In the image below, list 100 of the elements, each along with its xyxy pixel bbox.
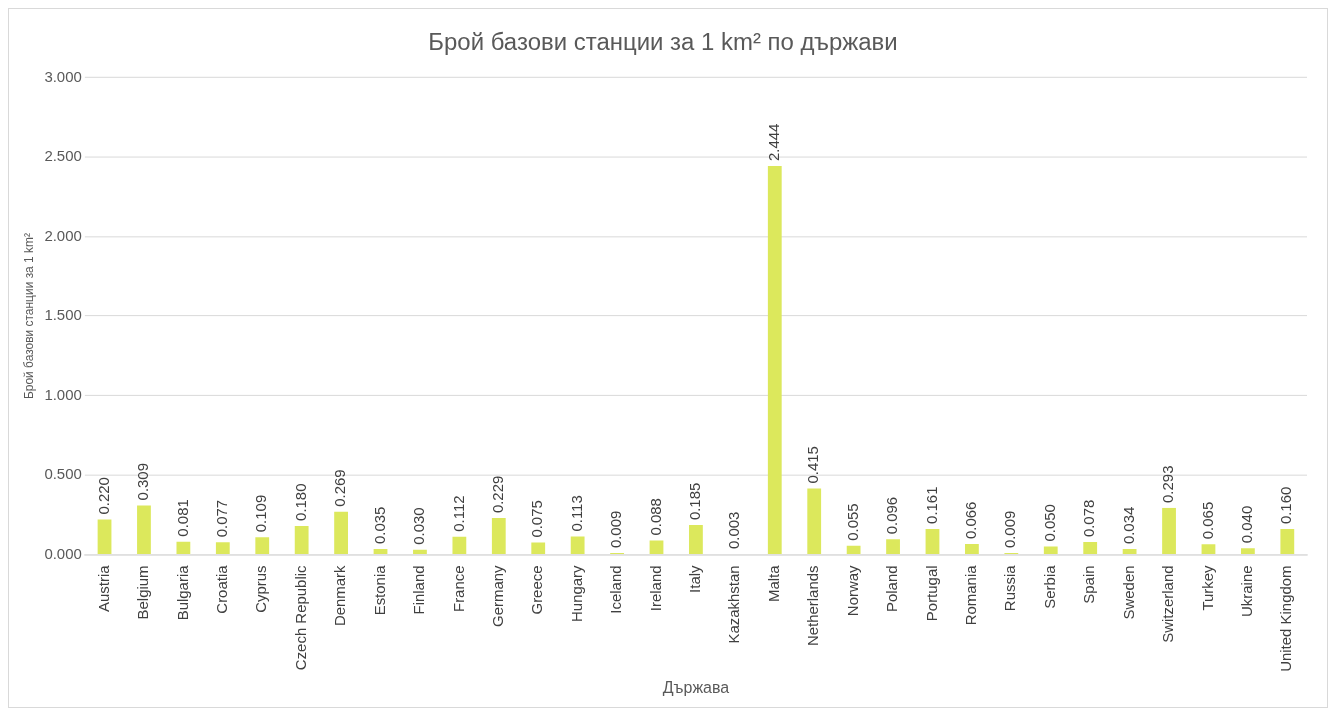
bar — [334, 511, 348, 555]
bar — [97, 519, 112, 555]
data-label: 0.055 — [843, 503, 861, 541]
x-tick-label: Kazakhstan — [725, 565, 743, 644]
y-tick-label: 1.500 — [44, 306, 82, 324]
data-label: 0.180 — [291, 483, 309, 521]
x-tick-label: Italy — [686, 564, 704, 593]
x-tick-label: Iceland — [607, 565, 625, 614]
x-tick-label: Belgium — [134, 565, 152, 620]
data-label: 0.035 — [370, 506, 388, 544]
data-label: 0.220 — [94, 477, 112, 515]
bar — [1240, 548, 1255, 555]
x-tick-label: Serbia — [1040, 564, 1058, 609]
x-tick-label: Ireland — [646, 565, 664, 612]
data-label: 0.161 — [922, 486, 940, 524]
bar — [255, 537, 270, 555]
x-tick-label: Portugal — [922, 565, 940, 622]
data-label: 0.077 — [212, 499, 230, 538]
bar — [294, 525, 309, 555]
data-label: 0.160 — [1277, 486, 1295, 525]
x-tick-label: Austria — [94, 564, 112, 612]
bar — [491, 518, 506, 555]
data-label: 0.112 — [449, 495, 467, 532]
x-tick-label: Romania — [962, 564, 980, 626]
bar — [1162, 507, 1176, 555]
x-tick-label: France — [449, 565, 467, 612]
x-tick-label: Norway — [843, 564, 861, 617]
x-tick-label: Hungary — [567, 564, 585, 622]
bar — [215, 542, 230, 555]
x-tick-label: Spain — [1080, 565, 1098, 604]
x-tick-label: Netherlands — [804, 565, 822, 647]
y-tick-label: 3.000 — [44, 67, 82, 85]
bar — [1201, 544, 1216, 555]
data-label: 0.003 — [725, 511, 743, 550]
bar — [1280, 529, 1295, 555]
x-tick-label: Greece — [528, 565, 546, 615]
data-label: 0.088 — [646, 498, 664, 536]
bar — [767, 165, 782, 555]
bar — [846, 545, 861, 555]
data-label: 0.009 — [1001, 510, 1019, 549]
x-tick-label: Malta — [764, 564, 782, 603]
data-label: 0.040 — [1238, 505, 1256, 544]
data-label: 0.078 — [1080, 499, 1098, 538]
data-label: 0.269 — [331, 469, 349, 507]
bar — [1122, 549, 1137, 555]
bar — [570, 536, 585, 555]
y-tick-label: 1.000 — [44, 385, 82, 403]
bar — [925, 528, 940, 555]
x-tick-label: Finland — [410, 565, 428, 615]
x-tick-label: United Kingdom — [1277, 565, 1295, 672]
data-label: 0.415 — [804, 446, 822, 484]
data-label: 0.109 — [252, 494, 270, 533]
data-label: 0.066 — [962, 501, 980, 540]
data-label: 0.113 — [567, 495, 585, 532]
bar — [965, 544, 979, 555]
y-tick-label: 2.500 — [44, 147, 82, 165]
data-label: 2.444 — [764, 123, 782, 161]
x-tick-label: Denmark — [331, 564, 349, 627]
bar — [689, 525, 703, 555]
data-label: 0.050 — [1040, 504, 1058, 542]
x-tick-label: Sweden — [1119, 565, 1137, 620]
bar — [1043, 546, 1058, 555]
data-label: 0.096 — [883, 496, 901, 535]
x-tick-label: Switzerland — [1159, 565, 1177, 643]
bar — [452, 536, 467, 555]
x-axis-title: Държава — [662, 678, 730, 696]
bar — [137, 505, 151, 555]
bar — [531, 542, 546, 555]
bar — [886, 539, 900, 555]
bar — [176, 541, 191, 555]
data-label: 0.309 — [134, 463, 152, 501]
bar — [807, 488, 822, 555]
bar — [1083, 542, 1098, 555]
data-label: 0.030 — [410, 507, 428, 545]
x-tick-label: Croatia — [212, 564, 230, 614]
x-tick-label: Estonia — [370, 564, 388, 616]
x-tick-label: Ukraine — [1238, 565, 1256, 617]
y-tick-label: 2.000 — [44, 226, 82, 244]
data-label: 0.293 — [1159, 465, 1177, 503]
data-label: 0.065 — [1198, 501, 1216, 540]
data-label: 0.081 — [173, 499, 191, 537]
y-tick-label: 0.000 — [44, 544, 82, 562]
bar — [413, 549, 427, 555]
data-label: 0.009 — [607, 510, 625, 549]
x-tick-label: Poland — [883, 565, 901, 613]
data-label: 0.185 — [686, 482, 704, 521]
y-tick-label: 0.500 — [44, 465, 82, 483]
y-axis-title: Брой базови станции за 1 km² — [22, 233, 37, 400]
chart-title: Брой базови станции за 1 km² по държави — [428, 27, 898, 55]
x-tick-label: Cyprus — [252, 565, 270, 613]
data-label: 0.075 — [528, 500, 546, 538]
bar — [373, 548, 388, 555]
data-label: 0.034 — [1119, 506, 1137, 545]
x-tick-label: Turkey — [1198, 564, 1216, 611]
bar — [649, 540, 664, 555]
x-tick-label: Czech Republic — [291, 564, 309, 671]
x-tick-label: Germany — [488, 564, 506, 627]
data-label: 0.229 — [488, 475, 506, 514]
x-tick-label: Russia — [1001, 564, 1019, 612]
x-tick-label: Bulgaria — [173, 564, 191, 621]
